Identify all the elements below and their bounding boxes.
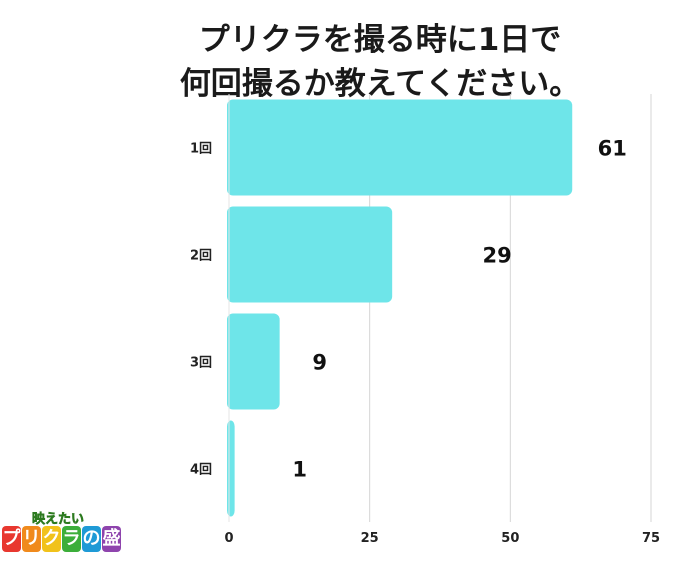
logo-char: ラ xyxy=(62,526,81,552)
data-label: 61 xyxy=(598,137,627,161)
x-tick-label: 50 xyxy=(501,531,519,546)
bar xyxy=(227,420,235,517)
data-label: 9 xyxy=(312,351,327,375)
logo-char: ク xyxy=(42,526,61,552)
logo-char: リ xyxy=(22,526,41,552)
brand-logo: 映えたい プリクラの盛 xyxy=(2,508,130,562)
chart-title-line-2: 何回撮るか教えてください。 xyxy=(179,66,581,102)
category-label: 2回 xyxy=(190,249,212,264)
x-tick-label: 0 xyxy=(224,531,233,546)
x-tick-label: 25 xyxy=(361,531,379,546)
category-label: 1回 xyxy=(190,142,212,157)
data-label: 29 xyxy=(483,244,512,268)
category-label: 3回 xyxy=(190,356,212,371)
logo-char: 盛 xyxy=(102,526,121,552)
data-label: 1 xyxy=(292,458,307,482)
logo-char: の xyxy=(82,526,101,552)
bar xyxy=(227,99,573,196)
logo-main-text: プリクラの盛 xyxy=(2,526,121,552)
logo-char: プ xyxy=(2,526,21,552)
x-tick-label: 75 xyxy=(642,531,660,546)
logo-top-text: 映えたい xyxy=(32,512,85,528)
chart-title-line-1: プリクラを撮る時に1日で xyxy=(198,22,562,58)
category-label: 4回 xyxy=(190,463,212,478)
bar xyxy=(227,313,280,410)
bar xyxy=(227,206,393,303)
